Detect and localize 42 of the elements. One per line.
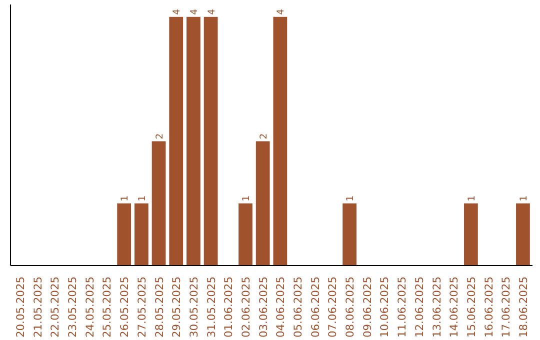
x-tick-label: 23.05.2025 (66, 276, 80, 338)
x-tick-label: 22.05.2025 (48, 276, 62, 338)
x-tick-label: 25.05.2025 (100, 276, 114, 338)
data-label: 2 (258, 133, 270, 140)
x-tick-label: 27.05.2025 (135, 276, 148, 338)
x-tick-label: 13.06.2025 (430, 276, 444, 338)
x-tick-label: 28.05.2025 (152, 276, 166, 338)
data-label: 4 (188, 8, 200, 15)
x-tick-label: 31.05.2025 (204, 276, 218, 338)
x-tick-label: 09.06.2025 (360, 276, 374, 338)
data-label: 1 (136, 195, 148, 202)
data-label: 1 (345, 195, 356, 202)
x-tick-label: 30.05.2025 (187, 276, 200, 338)
x-tick-label: 26.05.2025 (118, 276, 132, 338)
x-tick-label: 12.06.2025 (412, 276, 426, 338)
data-label: 1 (518, 195, 530, 202)
data-label: 1 (120, 195, 131, 202)
data-label: 2 (154, 133, 166, 140)
x-tick-label: 06.06.2025 (308, 276, 322, 338)
x-tick-label: 10.06.2025 (378, 276, 392, 338)
x-tick-label: 11.06.2025 (396, 276, 409, 338)
x-tick-label: 17.06.2025 (500, 276, 513, 338)
x-tick-label: 05.06.2025 (292, 276, 305, 338)
x-tick-label: 29.05.2025 (170, 276, 184, 338)
x-tick-label: 20.05.2025 (14, 276, 28, 338)
x-tick-label: 07.06.2025 (326, 276, 340, 338)
data-label: 1 (466, 195, 478, 202)
x-tick-label: 02.06.2025 (239, 276, 252, 338)
x-tick-label: 15.06.2025 (464, 276, 478, 338)
x-tick-label: 14.06.2025 (448, 276, 461, 338)
data-label: 1 (240, 195, 252, 202)
x-tick-label: 04.06.2025 (274, 276, 288, 338)
x-tick-label: 24.05.2025 (83, 276, 96, 338)
x-tick-label: 21.05.2025 (31, 276, 44, 338)
x-tick-label: 16.06.2025 (482, 276, 496, 338)
x-tick-label: 08.06.2025 (344, 276, 357, 338)
x-tick-label: 03.06.2025 (256, 276, 270, 338)
data-label: 4 (276, 8, 287, 15)
x-tick-label: 18.06.2025 (516, 276, 530, 338)
x-tick-label: 01.06.2025 (222, 276, 236, 338)
data-label: 4 (206, 8, 218, 15)
data-label: 4 (172, 8, 183, 15)
